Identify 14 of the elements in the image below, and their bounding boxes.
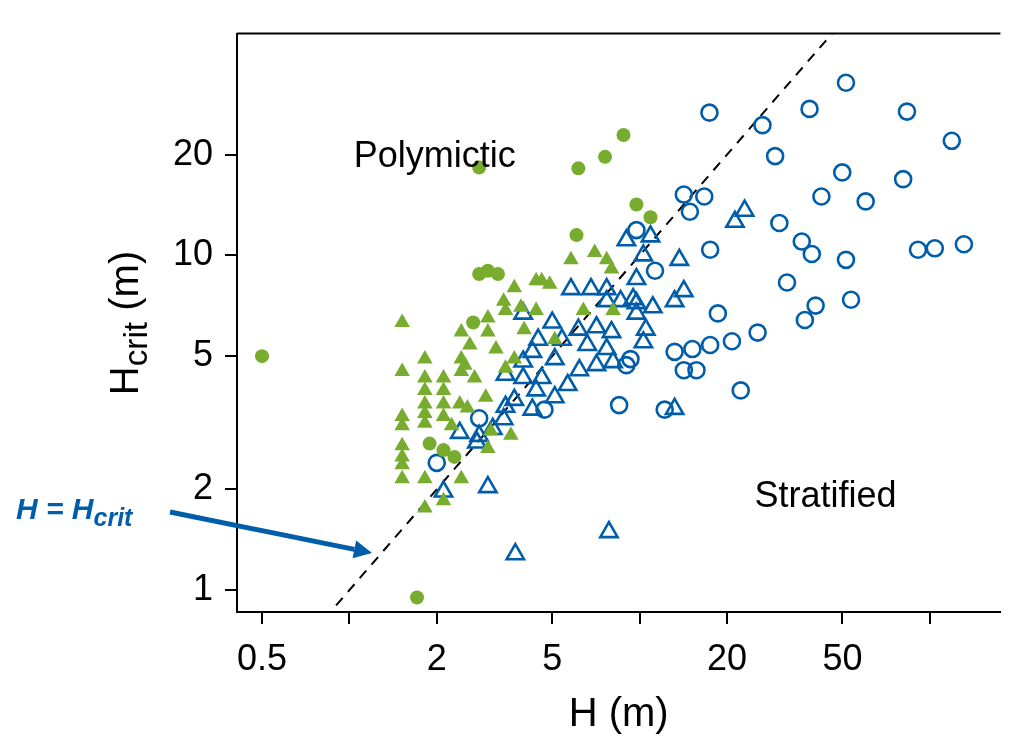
text: H = H$_{crit}$ xyxy=(16,492,133,532)
x-tick-label: 2 xyxy=(426,636,447,678)
y-tick-label: 1 xyxy=(192,567,213,608)
y-tick-label: 5 xyxy=(192,333,213,375)
annotation: Stratified xyxy=(754,473,897,516)
annotation: Polymictic xyxy=(353,134,516,177)
x-tick-label: 0.5 xyxy=(236,636,288,678)
x-tick-label: 50 xyxy=(822,636,863,678)
x-tick-label: 20 xyxy=(706,636,748,678)
x-tick-label: 5 xyxy=(542,636,563,678)
x-axis-title: H (m) xyxy=(568,690,669,735)
y-tick-label: 2 xyxy=(192,466,213,508)
y-tick-label: 10 xyxy=(172,232,213,274)
y-tick-label: 20 xyxy=(172,131,213,173)
